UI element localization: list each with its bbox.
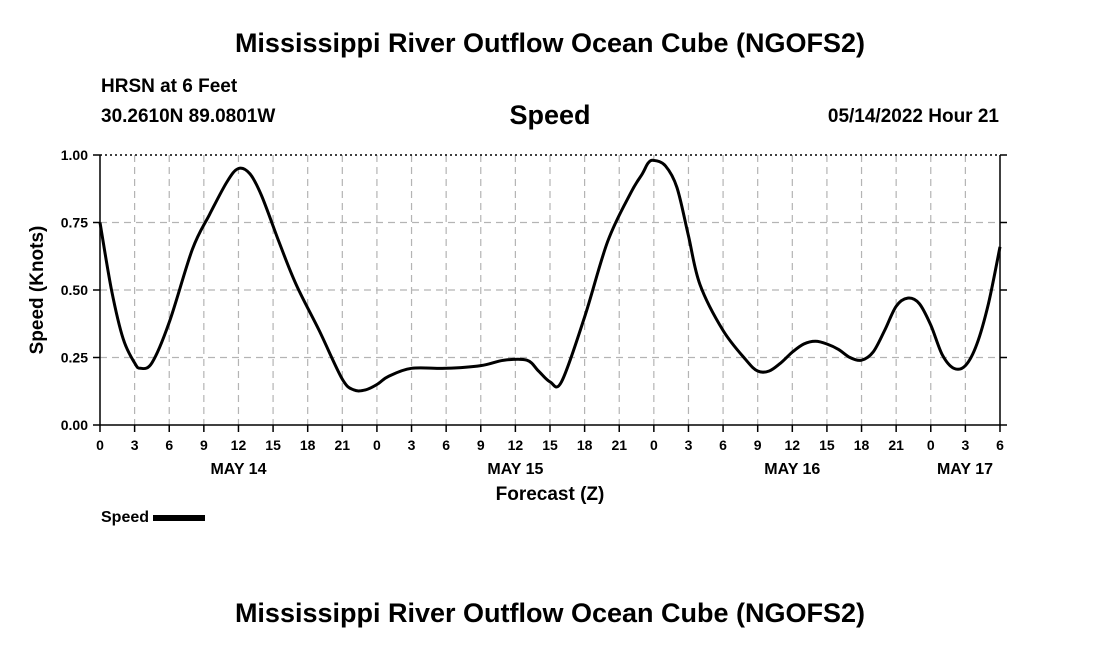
x-tick-label: 21 bbox=[335, 437, 351, 453]
x-axis-title: Forecast (Z) bbox=[496, 484, 605, 505]
x-tick-label: 15 bbox=[542, 437, 558, 453]
date-label: MAY 16 bbox=[764, 461, 820, 478]
x-tick-label: 3 bbox=[131, 437, 139, 453]
x-tick-label: 9 bbox=[754, 437, 762, 453]
date-label: MAY 14 bbox=[210, 461, 266, 478]
x-tick-label: 0 bbox=[650, 437, 658, 453]
x-tick-label: 15 bbox=[265, 437, 281, 453]
x-tick-label: 0 bbox=[373, 437, 381, 453]
x-tick-label: 9 bbox=[477, 437, 485, 453]
x-tick-label: 0 bbox=[927, 437, 935, 453]
x-tick-label: 21 bbox=[611, 437, 627, 453]
x-tick-label: 18 bbox=[300, 437, 316, 453]
x-tick-label: 6 bbox=[165, 437, 173, 453]
axes bbox=[93, 154, 1007, 432]
x-tick-label: 6 bbox=[719, 437, 727, 453]
tick-labels: 0.00 0.25 0.50 0.75 1.00 0 3 6 9 12 15 18 21 0 3 6 9 12 15… bbox=[27, 147, 1004, 505]
y-tick-label: 1.00 bbox=[61, 147, 88, 163]
datetime-label: 05/14/2022 Hour 21 bbox=[827, 106, 999, 127]
x-tick-label: 3 bbox=[685, 437, 693, 453]
x-tick-label: 18 bbox=[577, 437, 593, 453]
x-tick-label: 6 bbox=[442, 437, 450, 453]
y-tick-label: 0.00 bbox=[61, 417, 88, 433]
station-label: HRSN at 6 Feet bbox=[101, 76, 238, 97]
footer-title: Mississippi River Outflow Ocean Cube (NG… bbox=[234, 598, 866, 628]
variable-title: Speed bbox=[509, 100, 591, 130]
legend-label: Speed bbox=[101, 509, 150, 526]
series bbox=[98, 158, 1002, 393]
date-label: MAY 15 bbox=[487, 461, 543, 478]
x-tick-label: 15 bbox=[819, 437, 835, 453]
page-title: Mississippi River Outflow Ocean Cube (NG… bbox=[234, 28, 866, 58]
x-tick-label: 12 bbox=[231, 437, 247, 453]
x-tick-label: 12 bbox=[785, 437, 801, 453]
date-label: MAY 17 bbox=[937, 461, 993, 478]
y-tick-label: 0.25 bbox=[61, 350, 88, 366]
x-tick-label: 0 bbox=[96, 437, 104, 453]
y-tick-label: 0.75 bbox=[61, 215, 88, 231]
legend-line-swatch bbox=[153, 515, 206, 521]
coordinates-label: 30.2610N 89.0801W bbox=[101, 106, 276, 127]
x-tick-label: 3 bbox=[408, 437, 416, 453]
x-tick-label: 18 bbox=[854, 437, 870, 453]
grid bbox=[100, 154, 1000, 425]
legend: Speed bbox=[101, 509, 206, 527]
y-axis-title: Speed (Knots) bbox=[27, 226, 48, 355]
series-line-speed bbox=[98, 158, 1002, 393]
x-tick-label: 9 bbox=[200, 437, 208, 453]
x-tick-label: 21 bbox=[888, 437, 904, 453]
x-tick-label: 3 bbox=[961, 437, 969, 453]
x-tick-label: 12 bbox=[508, 437, 524, 453]
x-tick-label: 6 bbox=[996, 437, 1004, 453]
y-tick-label: 0.50 bbox=[61, 282, 88, 298]
